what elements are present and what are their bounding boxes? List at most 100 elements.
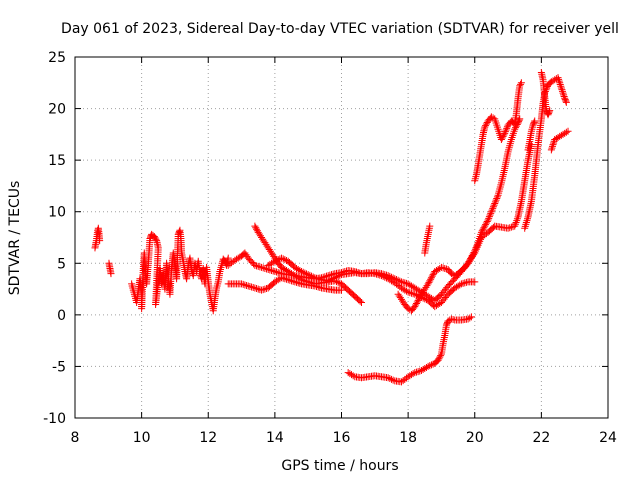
- data-point: [406, 289, 414, 297]
- data-point: [372, 270, 380, 278]
- data-point: [548, 142, 556, 150]
- data-point: [107, 270, 115, 278]
- series-trace-H: [524, 117, 539, 154]
- data-point: [491, 198, 499, 206]
- data-point: [268, 267, 276, 275]
- data-point: [467, 313, 475, 321]
- data-point: [557, 82, 565, 90]
- y-tick-label: 10: [48, 205, 66, 221]
- series-early-1: [91, 224, 104, 252]
- y-tick-label: -10: [43, 411, 66, 427]
- y-axis-ticks: -10 -5 0 5 10 15 20 25: [43, 50, 608, 427]
- data-point: [471, 278, 479, 286]
- data-point: [309, 273, 317, 281]
- data-point: [281, 256, 289, 264]
- data-point: [548, 144, 556, 152]
- data-point: [273, 256, 281, 264]
- data-point: [473, 240, 481, 248]
- data-point: [562, 98, 570, 106]
- data-point: [441, 264, 449, 272]
- data-point: [471, 247, 479, 255]
- data-point: [559, 89, 567, 97]
- data-point: [467, 255, 475, 263]
- data-point: [251, 222, 259, 230]
- data-point: [308, 272, 316, 280]
- data-point: [414, 368, 422, 376]
- data-point: [482, 122, 490, 130]
- data-point: [506, 224, 514, 232]
- data-point: [278, 254, 286, 262]
- data-point: [306, 271, 314, 279]
- data-point: [484, 216, 492, 224]
- data-point: [481, 222, 489, 230]
- data-point: [415, 295, 423, 303]
- y-tick-label: -5: [52, 359, 66, 375]
- data-point: [409, 290, 417, 298]
- data-point: [501, 129, 509, 137]
- data-point: [241, 281, 249, 289]
- data-point: [550, 139, 558, 147]
- series-trace-E: [394, 115, 524, 315]
- data-point: [483, 218, 491, 226]
- data-point: [336, 271, 344, 279]
- data-point: [531, 117, 539, 125]
- data-point: [261, 285, 269, 293]
- data-point: [334, 278, 342, 286]
- data-point: [471, 245, 479, 253]
- data-point: [414, 296, 422, 304]
- data-point: [407, 289, 415, 297]
- data-point: [271, 268, 279, 276]
- x-axis-label: GPS time / hours: [281, 458, 398, 474]
- data-point: [299, 268, 307, 276]
- data-point: [562, 97, 570, 105]
- data-point: [334, 272, 342, 280]
- data-point: [274, 256, 282, 264]
- data-point: [462, 278, 470, 286]
- data-point: [485, 213, 493, 221]
- data-point: [467, 253, 475, 261]
- data-point: [304, 271, 312, 279]
- data-point: [294, 279, 302, 287]
- data-point: [311, 274, 319, 282]
- series-trace-D: [264, 254, 479, 311]
- data-point: [412, 368, 420, 376]
- data-point: [487, 209, 495, 217]
- x-tick-label: 14: [266, 430, 284, 446]
- data-point: [263, 285, 271, 293]
- y-tick-label: 25: [48, 50, 66, 66]
- data-point: [269, 258, 277, 266]
- data-point: [356, 297, 364, 305]
- data-point: [314, 283, 322, 291]
- data-point: [379, 272, 387, 280]
- data-point: [437, 352, 445, 360]
- data-point: [349, 372, 357, 380]
- data-point: [426, 362, 434, 370]
- data-point: [439, 264, 447, 272]
- data-point: [404, 288, 412, 296]
- data-point: [461, 279, 469, 287]
- data-point: [397, 278, 405, 286]
- data-point: [413, 298, 421, 306]
- data-point: [498, 134, 506, 142]
- series-trace-G: [471, 79, 525, 185]
- x-tick-label: 8: [71, 430, 80, 446]
- data-point: [291, 278, 299, 286]
- data-point: [411, 303, 419, 311]
- data-point: [411, 290, 419, 298]
- data-point: [428, 272, 436, 280]
- data-point: [326, 276, 334, 284]
- data-point: [470, 248, 478, 256]
- data-point: [517, 79, 525, 87]
- data-point: [502, 126, 510, 134]
- x-tick-label: 12: [199, 430, 217, 446]
- data-point: [466, 314, 474, 322]
- data-point: [465, 258, 473, 266]
- data-point: [258, 263, 266, 271]
- data-point: [279, 255, 287, 263]
- data-point: [427, 275, 435, 283]
- data-point: [564, 127, 572, 135]
- data-point: [436, 353, 444, 361]
- data-point: [422, 363, 430, 371]
- data-point: [254, 262, 262, 270]
